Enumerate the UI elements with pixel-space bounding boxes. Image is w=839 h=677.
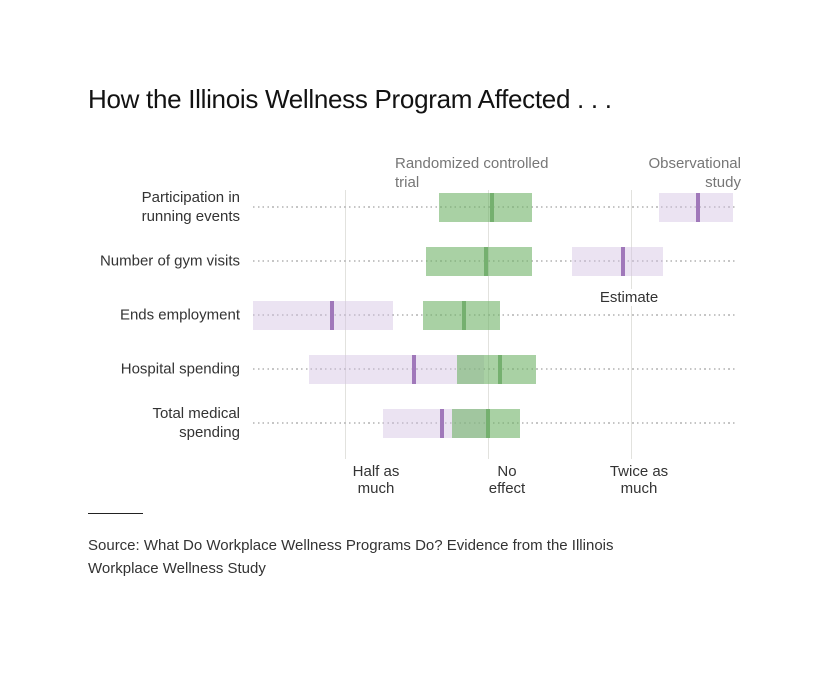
obs-bar [658,192,734,222]
chart-title: How the Illinois Wellness Program Affect… [88,84,612,114]
obs-bar [252,300,393,330]
rct-bar [425,246,533,276]
obs-estimate-tick [412,354,417,384]
x-axis-tick-label: No effect [488,463,526,497]
legend-label-rct: Randomized controlled trial [395,155,549,191]
x-axis-tick-label: Half as much [352,463,400,497]
row-label: Participation in running events [141,189,240,225]
estimate-annotation: Estimate [596,289,662,306]
obs-bar [571,246,664,276]
rct-estimate-tick [483,246,488,276]
x-axis-tick-label: Twice as much [609,463,669,497]
rct-estimate-tick [498,354,503,384]
rct-estimate-tick [461,300,466,330]
obs-estimate-tick [620,246,625,276]
obs-estimate-tick [439,408,444,438]
obs-estimate-tick [330,300,335,330]
rct-bar [456,354,536,384]
rct-estimate-tick [486,408,490,438]
source-note: Source: What Do Workplace Wellness Progr… [88,537,614,577]
rct-bar [439,192,533,222]
obs-estimate-tick [696,192,701,222]
rct-bar [423,300,500,330]
rct-estimate-tick [490,192,495,222]
row-label: Hospital spending [120,360,240,378]
row-label: Number of gym visits [99,252,240,270]
gridline [344,190,346,459]
row-label: Ends employment [119,306,240,324]
obs-bar [309,354,484,384]
legend-label-obs: Observational study [648,155,741,191]
row-label: Total medical spending [152,405,240,441]
gridline [630,190,632,459]
footer-rule [88,513,143,514]
